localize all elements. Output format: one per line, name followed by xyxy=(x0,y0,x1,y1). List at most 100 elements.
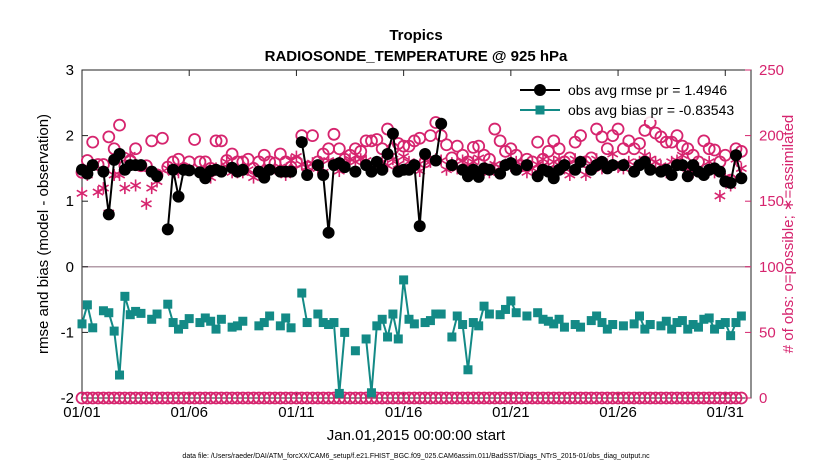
rmse-marker xyxy=(97,165,110,178)
bias-marker xyxy=(667,324,677,334)
rmse-marker xyxy=(445,159,458,172)
bias-marker xyxy=(500,304,510,314)
bias-marker xyxy=(484,309,494,319)
rmse-marker xyxy=(183,164,196,177)
bias-marker xyxy=(570,320,580,330)
rmse-marker xyxy=(547,172,560,185)
bias-marker xyxy=(533,308,543,318)
y-tick-label: 1 xyxy=(66,193,74,210)
bias-marker xyxy=(238,316,248,326)
bias-marker xyxy=(506,296,516,306)
rmse-marker xyxy=(322,226,335,239)
bias-marker xyxy=(656,321,666,331)
bias-marker xyxy=(559,322,569,332)
assimilated-marker xyxy=(473,151,485,164)
bias-marker xyxy=(179,320,189,330)
bias-line xyxy=(365,279,416,393)
rmse-marker xyxy=(365,165,378,178)
possible-marker xyxy=(188,133,201,146)
bias-marker xyxy=(200,313,210,323)
possible-marker xyxy=(708,143,721,157)
rmse-marker xyxy=(606,159,619,172)
bias-marker xyxy=(372,321,382,331)
bias-marker xyxy=(420,318,430,328)
bias-marker xyxy=(618,321,628,331)
y-axis-right-label: # of obs: o=possible; ∗=assimilated xyxy=(780,115,797,354)
rmse-marker xyxy=(419,147,432,160)
bias-marker xyxy=(211,324,221,334)
y-axis-label: rmse and bias (model - observation) xyxy=(35,114,52,354)
bias-marker xyxy=(281,313,291,323)
bias-marker xyxy=(608,320,618,330)
possible-marker xyxy=(466,141,480,154)
chart-title: Tropics xyxy=(389,27,442,44)
rmse-marker xyxy=(735,172,748,185)
bias-marker xyxy=(586,316,596,326)
bias-marker xyxy=(468,318,478,328)
possible-marker xyxy=(129,142,143,156)
x-tick-label: 01/01 xyxy=(63,404,101,421)
bias-marker xyxy=(98,306,108,316)
bias-marker xyxy=(383,332,393,342)
rmse-marker xyxy=(151,170,164,183)
bias-marker xyxy=(340,327,350,337)
x-tick-label: 01/21 xyxy=(492,404,530,421)
y-tick-label: -1 xyxy=(61,324,74,341)
bias-marker xyxy=(677,316,687,326)
assimilated-marker xyxy=(76,187,88,200)
legend-box xyxy=(512,77,737,120)
bias-marker xyxy=(726,331,736,341)
rmse-marker xyxy=(295,136,308,149)
bias-marker xyxy=(168,318,178,328)
bias-marker xyxy=(693,322,703,332)
bias-marker xyxy=(731,318,741,328)
x-tick-label: 01/16 xyxy=(385,404,423,421)
bias-marker xyxy=(297,288,307,298)
bias-marker xyxy=(195,318,205,328)
bias-marker xyxy=(254,321,264,331)
bias-marker xyxy=(313,309,323,319)
x-tick-label: 01/11 xyxy=(278,404,314,421)
rmse-marker xyxy=(435,117,448,130)
bias-marker xyxy=(227,322,237,332)
possible-marker xyxy=(113,118,126,132)
bias-marker xyxy=(125,310,135,320)
rmse-marker xyxy=(429,154,442,167)
assimilated-marker xyxy=(119,182,131,195)
bias-marker xyxy=(388,309,398,319)
bias-marker xyxy=(152,309,162,319)
bias-marker xyxy=(683,324,693,334)
rmse-marker xyxy=(172,190,185,203)
rmse-marker xyxy=(713,165,726,178)
possible-marker xyxy=(488,122,502,136)
bias-marker xyxy=(334,388,344,398)
rmse-marker xyxy=(381,147,394,160)
assimilated-marker xyxy=(130,179,142,192)
possible-marker xyxy=(531,135,545,149)
rmse-marker xyxy=(617,159,630,172)
bias-marker xyxy=(329,318,339,328)
bias-marker xyxy=(147,314,157,324)
bias-marker xyxy=(495,310,505,320)
bias-marker xyxy=(710,324,720,334)
rmse-marker xyxy=(681,170,694,183)
possible-marker xyxy=(209,134,223,148)
legend-bias-label: obs avg bias pr = -0.83543 xyxy=(568,102,734,118)
bias-marker xyxy=(576,322,586,332)
bias-marker xyxy=(259,318,269,328)
possible-marker xyxy=(365,134,378,148)
rmse-line xyxy=(434,123,443,161)
y-right-tick-label: 250 xyxy=(759,62,784,79)
bias-marker xyxy=(275,321,285,331)
bias-marker xyxy=(265,311,275,321)
plot-area: -2 -1 0 1 2 3 0 50 100 150 200 250 01/01 01/06 01/11 01… xyxy=(61,62,784,421)
bias-marker xyxy=(554,314,564,324)
rmse-marker xyxy=(408,159,421,172)
bias-marker xyxy=(592,311,602,321)
x-tick-label: 01/31 xyxy=(706,404,744,421)
y-tick-label: 0 xyxy=(66,259,74,276)
possible-marker xyxy=(370,133,384,146)
zero-count-marker xyxy=(734,391,748,405)
bias-marker xyxy=(597,318,607,328)
rmse-marker xyxy=(510,163,523,176)
